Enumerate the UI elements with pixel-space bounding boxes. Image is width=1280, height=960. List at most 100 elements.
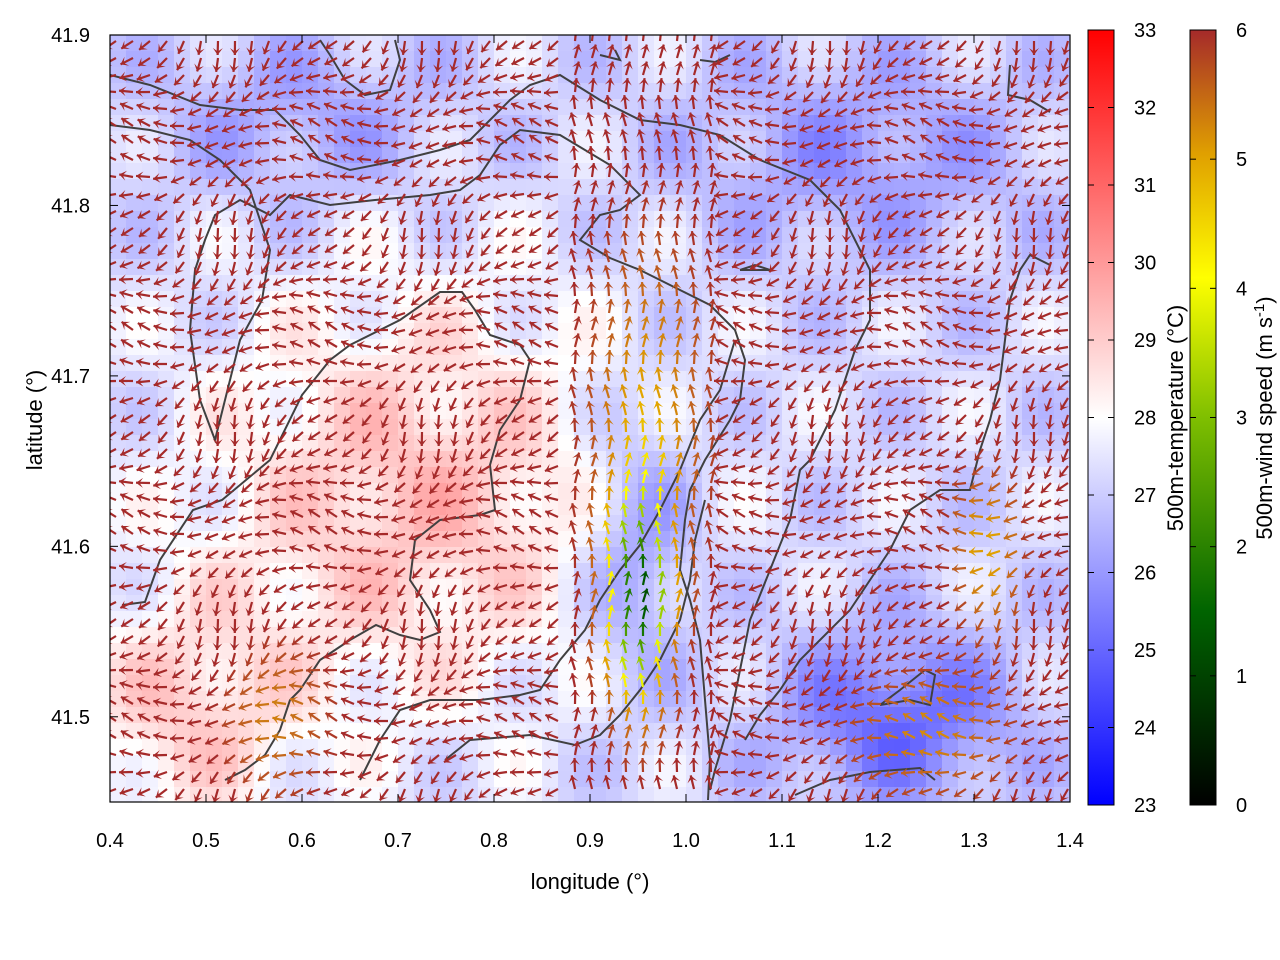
temperature-cell [686, 67, 703, 84]
temperature-cell [590, 99, 607, 116]
temperature-cell [366, 323, 383, 340]
temperature-cell [318, 595, 335, 612]
temperature-cell [910, 659, 927, 676]
temperature-cell [206, 675, 223, 692]
temperature-cell [622, 771, 639, 788]
temperature-cell [270, 259, 287, 276]
temperature-cell [606, 387, 623, 404]
temperature-cell [190, 387, 207, 404]
temperature-cell [606, 147, 623, 164]
temperature-cell [174, 355, 191, 372]
temperature-cell [542, 35, 559, 52]
temperature-cell [526, 547, 543, 564]
temperature-cell [158, 563, 175, 580]
temperature-cell [398, 499, 415, 516]
temperature-cell [542, 147, 559, 164]
temperature-cell [654, 51, 671, 68]
temperature-cell [638, 355, 655, 372]
temperature-cell [510, 419, 527, 436]
wind-arrow-head [102, 767, 109, 777]
temperature-cell [398, 355, 415, 372]
temperature-cell [814, 307, 831, 324]
temperature-cell [558, 371, 575, 388]
temperature-cell [318, 787, 335, 802]
temperature-cell [462, 675, 479, 692]
temperature-cell [446, 51, 463, 68]
temperature-cell [270, 355, 287, 372]
temperature-cell [830, 227, 847, 244]
temperature-cell [526, 115, 543, 132]
temperature-cell [670, 35, 687, 52]
temperature-cell [158, 227, 175, 244]
temperature-cell [814, 243, 831, 260]
temperature-cell [638, 787, 655, 802]
temperature-cell [430, 83, 447, 100]
temperature-cell [286, 755, 303, 772]
temperature-cell [590, 403, 607, 420]
temperature-cell [206, 115, 223, 132]
temperature-cell [270, 531, 287, 548]
temperature-cell [686, 243, 703, 260]
temperature-cell [830, 51, 847, 68]
temperature-cell [830, 595, 847, 612]
temperature-cell [590, 659, 607, 676]
temperature-cell [366, 227, 383, 244]
temperature-cell [590, 691, 607, 708]
temperature-cell [846, 579, 863, 596]
temperature-cell [558, 99, 575, 116]
temperature-cell [382, 99, 399, 116]
temperature-cell [574, 483, 591, 500]
temperature-cell [206, 739, 223, 756]
temperature-cell [798, 291, 815, 308]
temperature-cell [814, 419, 831, 436]
temperature-cell [126, 83, 143, 100]
temperature-cell [574, 547, 591, 564]
temperature-cell [558, 355, 575, 372]
temperature-cell [462, 643, 479, 660]
wind-arrow-head [102, 275, 109, 285]
temperature-cell [766, 323, 783, 340]
temperature-cell [414, 371, 431, 388]
temperature-cell [702, 339, 719, 356]
temperature-cell [110, 371, 127, 388]
temperature-cell [654, 611, 671, 628]
temperature-cell [446, 67, 463, 84]
temperature-cell [142, 611, 159, 628]
temperature-cell [222, 787, 239, 802]
temperature-cell [830, 419, 847, 436]
temperature-cell [942, 419, 959, 436]
temperature-cell [462, 787, 479, 802]
temperature-cell [174, 275, 191, 292]
wind-arrow-head [102, 562, 110, 572]
temperature-cell [462, 563, 479, 580]
temperature-cell [542, 371, 559, 388]
temperature-cell [398, 707, 415, 724]
temperature-cell [238, 643, 255, 660]
temperature-cell [638, 387, 655, 404]
temperature-cell [158, 451, 175, 468]
temperature-cell [974, 467, 991, 484]
temperature-cell [110, 339, 127, 356]
temperature-cell [478, 739, 495, 756]
temperature-cell [558, 755, 575, 772]
temperature-cell [382, 467, 399, 484]
temperature-cell [926, 563, 943, 580]
temperature-cell [110, 67, 127, 84]
temperature-cell [686, 259, 703, 276]
temperature-cell [254, 627, 271, 644]
temperature-cell [558, 147, 575, 164]
temperature-cell [590, 483, 607, 500]
temperature-cell [526, 275, 543, 292]
temperature-cell [110, 531, 127, 548]
temperature-cell [478, 419, 495, 436]
temperature-cell [574, 787, 591, 802]
temperature-cell [110, 771, 127, 788]
temperature-cell [446, 707, 463, 724]
temperature-cell [606, 627, 623, 644]
temperature-cell [1022, 483, 1039, 500]
temperature-cell [526, 195, 543, 212]
temperature-cell [190, 595, 207, 612]
temperature-cell [430, 739, 447, 756]
wind-arrow-head [102, 376, 109, 386]
temperature-cell [350, 451, 367, 468]
